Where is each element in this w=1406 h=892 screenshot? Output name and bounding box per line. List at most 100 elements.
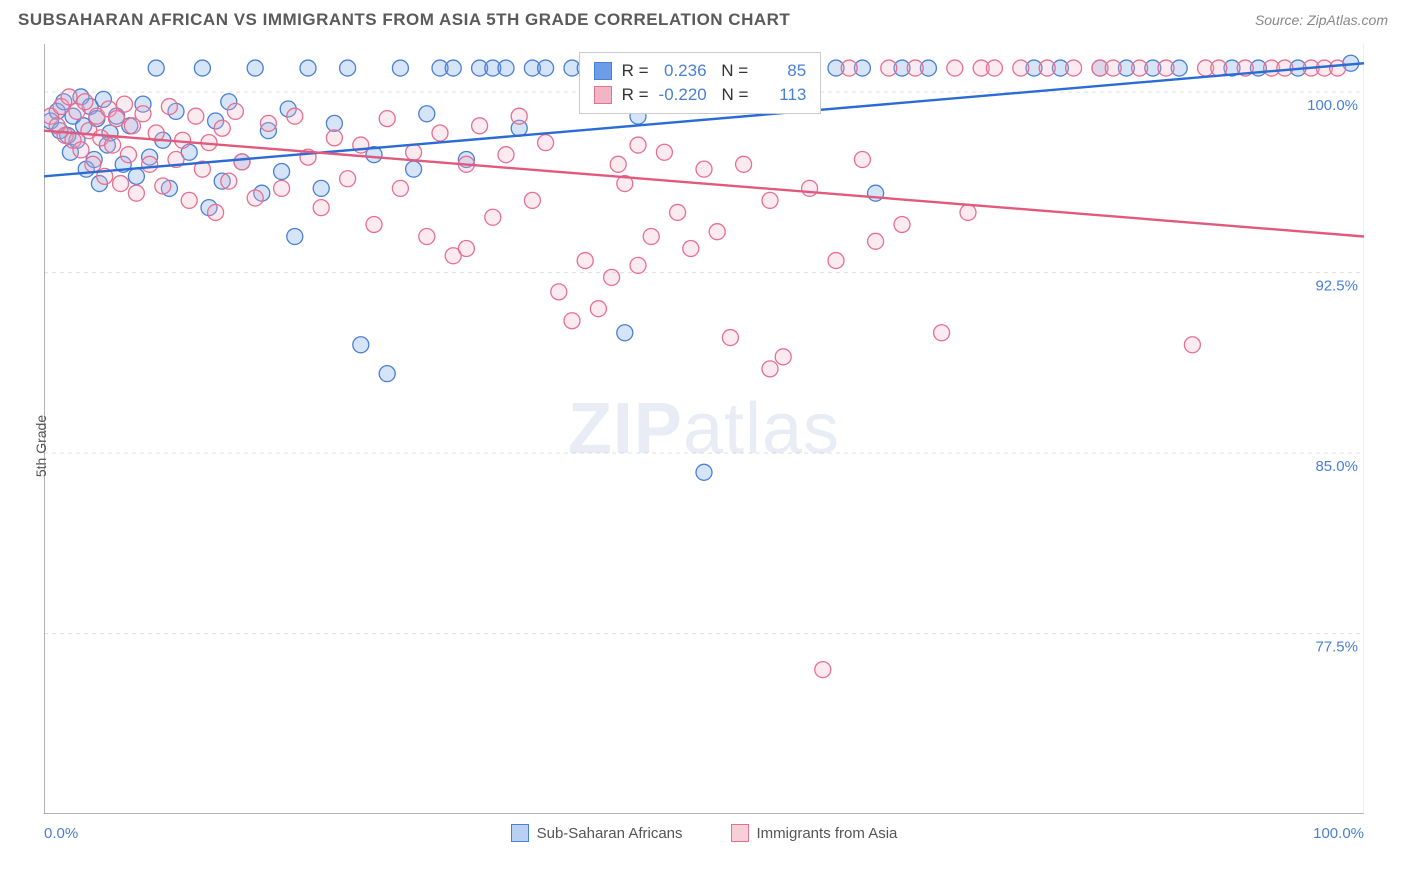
data-point-asia [630,137,646,153]
legend-item: Immigrants from Asia [731,824,898,842]
data-point-asia [221,173,237,189]
data-point-asia [828,253,844,269]
data-point-asia [670,204,686,220]
data-point-asia [432,125,448,141]
data-point-asia [960,204,976,220]
data-point-ssa [379,366,395,382]
legend-label: Sub-Saharan Africans [537,825,683,842]
data-point-asia [208,204,224,220]
stats-r-value: 0.236 [659,61,707,81]
data-point-asia [77,94,93,110]
data-point-ssa [326,115,342,131]
data-point-asia [762,192,778,208]
data-point-asia [934,325,950,341]
data-point-ssa [148,60,164,76]
bottom-legend: Sub-Saharan Africans Immigrants from Asia [44,824,1364,842]
data-point-asia [73,142,89,158]
stats-r-label: R = [622,85,649,105]
legend-item: Sub-Saharan Africans [511,824,683,842]
data-point-asia [1039,60,1055,76]
data-point-ssa [445,60,461,76]
data-point-ssa [498,60,514,76]
data-point-asia [815,662,831,678]
data-point-asia [188,108,204,124]
data-point-ssa [287,229,303,245]
data-point-asia [854,152,870,168]
y-tick-label: 77.5% [1315,639,1358,656]
data-point-ssa [419,106,435,122]
stats-n-label: N = [717,85,749,105]
data-point-asia [105,137,121,153]
data-point-asia [1277,60,1293,76]
data-point-asia [120,147,136,163]
data-point-asia [406,144,422,160]
data-point-asia [366,216,382,232]
data-point-asia [1184,337,1200,353]
data-point-ssa [128,168,144,184]
data-point-ssa [406,161,422,177]
trend-line-asia [44,131,1364,237]
data-point-ssa [247,60,263,76]
data-point-ssa [340,60,356,76]
data-point-asia [564,313,580,329]
data-point-asia [881,60,897,76]
stats-n-value: 113 [758,85,806,105]
data-point-asia [313,200,329,216]
data-point-asia [643,229,659,245]
data-point-asia [85,156,101,172]
data-point-asia [1211,60,1227,76]
data-point-asia [227,103,243,119]
source-label: Source: ZipAtlas.com [1255,12,1388,28]
data-point-ssa [538,60,554,76]
data-point-ssa [274,164,290,180]
data-point-asia [287,108,303,124]
data-point-ssa [194,60,210,76]
legend-swatch [731,824,749,842]
stats-legend-box: R = 0.236 N = 85 R = -0.220 N = 113 [579,52,822,114]
data-point-ssa [617,325,633,341]
data-point-asia [214,120,230,136]
data-point-ssa [313,180,329,196]
data-point-asia [247,190,263,206]
data-point-asia [907,60,923,76]
data-point-asia [604,269,620,285]
stats-r-label: R = [622,61,649,81]
chart-title: SUBSAHARAN AFRICAN VS IMMIGRANTS FROM AS… [18,10,790,30]
data-point-asia [511,108,527,124]
scatter-plot: 77.5%85.0%92.5%100.0% [44,44,1364,814]
data-point-asia [868,233,884,249]
y-tick-label: 100.0% [1307,97,1358,114]
data-point-asia [498,147,514,163]
data-point-asia [61,89,77,105]
data-point-asia [841,60,857,76]
data-point-asia [610,156,626,172]
data-point-asia [113,176,129,192]
data-point-asia [392,180,408,196]
data-point-asia [551,284,567,300]
data-point-ssa [300,60,316,76]
data-point-asia [1066,60,1082,76]
data-point-asia [1105,60,1121,76]
data-point-asia [1158,60,1174,76]
y-tick-label: 92.5% [1315,278,1358,295]
stats-n-label: N = [717,61,749,81]
data-point-asia [274,180,290,196]
data-point-asia [802,180,818,196]
data-point-asia [683,241,699,257]
data-point-asia [736,156,752,172]
stats-r-value: -0.220 [659,85,707,105]
data-point-asia [128,185,144,201]
data-point-asia [538,135,554,151]
data-point-asia [458,241,474,257]
data-point-asia [419,229,435,245]
stats-swatch [594,86,612,104]
data-point-asia [485,209,501,225]
data-point-asia [117,96,133,112]
data-point-ssa [392,60,408,76]
data-point-asia [722,330,738,346]
data-point-asia [590,301,606,317]
data-point-asia [472,118,488,134]
stats-n-value: 85 [758,61,806,81]
legend-label: Immigrants from Asia [757,825,898,842]
data-point-asia [234,154,250,170]
